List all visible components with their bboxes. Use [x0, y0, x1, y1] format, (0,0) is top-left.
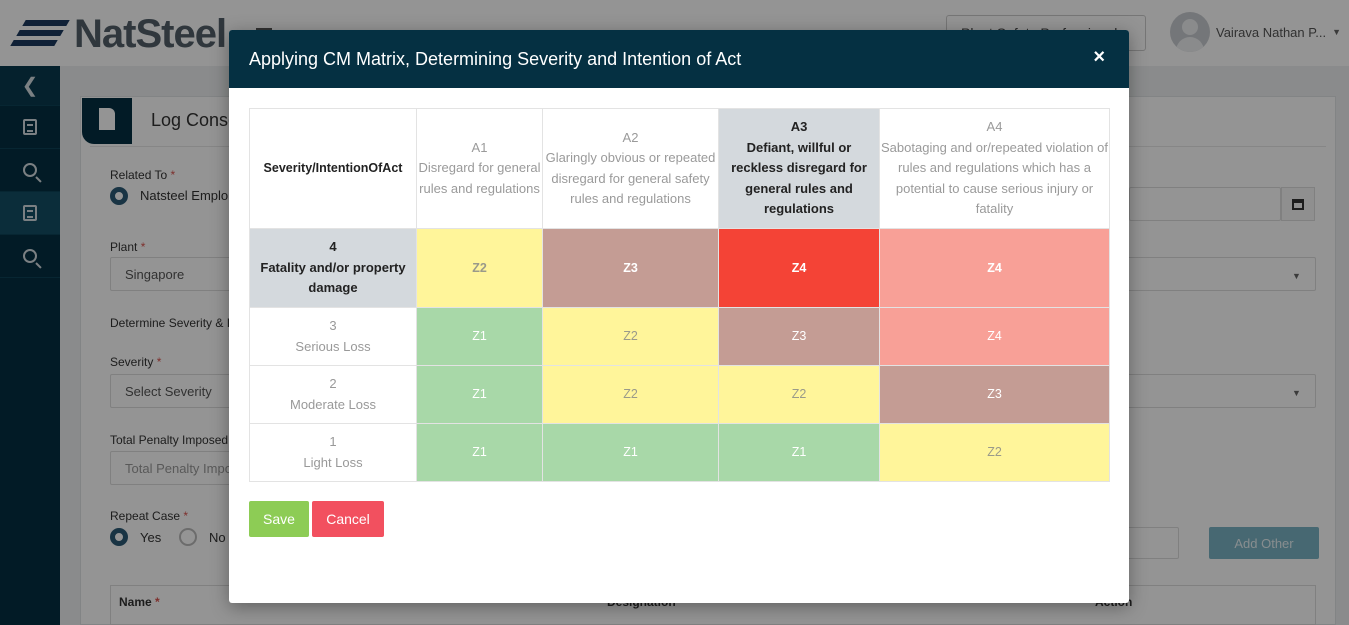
- matrix-cell[interactable]: Z2: [542, 307, 719, 366]
- matrix-cell-selected[interactable]: Z4: [718, 228, 880, 308]
- date-field[interactable]: [1129, 187, 1281, 221]
- matrix-corner-label: Severity/IntentionOfAct: [249, 108, 417, 229]
- user-name: Vairava Nathan P...: [1216, 24, 1327, 40]
- matrix-cell[interactable]: Z2: [718, 365, 880, 424]
- calendar-button[interactable]: [1281, 187, 1315, 221]
- severity-header-4[interactable]: 4 Fatality and/or property damage: [249, 228, 417, 308]
- matrix-cell[interactable]: Z1: [416, 365, 543, 424]
- related-to-value: Natsteel Emplo: [140, 188, 229, 203]
- severity-row-2: 2 Moderate Loss Z1 Z2 Z2 Z3: [249, 365, 1110, 424]
- chevron-left-icon: ❮: [21, 75, 39, 97]
- matrix-cell[interactable]: Z2: [542, 365, 719, 424]
- cm-matrix-table: Severity/IntentionOfAct A1 Disregard for …: [249, 108, 1110, 482]
- intention-column-a2[interactable]: A2 Glaringly obvious or repeated disregar…: [542, 108, 719, 229]
- matrix-cell[interactable]: Z3: [879, 365, 1110, 424]
- cancel-button[interactable]: Cancel: [312, 501, 384, 537]
- add-other-button[interactable]: Add Other: [1209, 527, 1319, 559]
- dialog-header: Applying CM Matrix, Determining Severity…: [229, 30, 1129, 88]
- matrix-cell[interactable]: Z2: [879, 423, 1110, 482]
- natsteel-logo: NatSteel: [10, 11, 227, 56]
- severity-row-1: 1 Light Loss Z1 Z1 Z1 Z2: [249, 423, 1110, 482]
- repeat-yes-radio[interactable]: [110, 528, 128, 546]
- search-icon: [23, 163, 37, 177]
- save-button[interactable]: Save: [249, 501, 309, 537]
- document-icon: [23, 119, 37, 135]
- matrix-cell[interactable]: Z1: [718, 423, 880, 482]
- dialog-title: Applying CM Matrix, Determining Severity…: [249, 49, 742, 69]
- dialog-footer: Save Cancel: [249, 501, 384, 537]
- brand-name: NatSteel: [74, 11, 227, 56]
- related-to-radio[interactable]: [110, 187, 128, 205]
- repeat-no-radio[interactable]: [179, 528, 197, 546]
- sidebar-item-search-2[interactable]: [0, 235, 60, 278]
- search-icon: [23, 249, 37, 263]
- matrix-header-row: Severity/IntentionOfAct A1 Disregard for …: [249, 108, 1110, 229]
- matrix-cell[interactable]: Z4: [879, 307, 1110, 366]
- matrix-cell[interactable]: Z1: [542, 423, 719, 482]
- chevron-down-icon: ▼: [1292, 271, 1301, 281]
- related-to-label: Related To *: [110, 168, 176, 182]
- penalty-label: Total Penalty Imposed: [110, 433, 229, 447]
- avatar: [1170, 12, 1210, 52]
- user-menu[interactable]: Vairava Nathan P... ▼: [1170, 12, 1341, 52]
- severity-header-2[interactable]: 2 Moderate Loss: [249, 365, 417, 424]
- matrix-cell[interactable]: Z4: [879, 228, 1110, 308]
- close-icon[interactable]: ×: [1093, 46, 1105, 68]
- cm-matrix-dialog: Applying CM Matrix, Determining Severity…: [229, 30, 1129, 603]
- document-icon: [82, 98, 132, 144]
- severity-row-4: 4 Fatality and/or property damage Z2 Z3 Z…: [249, 228, 1110, 308]
- sidebar-item-search[interactable]: [0, 149, 60, 192]
- repeat-case-label: Repeat Case *: [110, 509, 189, 523]
- calendar-icon: [1292, 198, 1304, 210]
- chevron-down-icon: ▼: [1332, 27, 1342, 37]
- chevron-down-icon: ▼: [1292, 388, 1301, 398]
- sidebar: ❮: [0, 66, 60, 625]
- column-header-name: Name *: [119, 595, 160, 609]
- matrix-cell[interactable]: Z3: [542, 228, 719, 308]
- plant-label: Plant *: [110, 240, 146, 254]
- severity-row-3: 3 Serious Loss Z1 Z2 Z3 Z4: [249, 307, 1110, 366]
- severity-header-3[interactable]: 3 Serious Loss: [249, 307, 417, 366]
- document-icon: [23, 205, 37, 221]
- intention-column-a3[interactable]: A3 Defiant, willful or reckless disregard…: [718, 108, 880, 229]
- matrix-cell[interactable]: Z1: [416, 423, 543, 482]
- matrix-cell[interactable]: Z3: [718, 307, 880, 366]
- severity-header-1[interactable]: 1 Light Loss: [249, 423, 417, 482]
- repeat-no-label: No: [209, 530, 226, 545]
- sidebar-item-log[interactable]: [0, 106, 60, 149]
- sidebar-collapse-button[interactable]: ❮: [0, 66, 60, 106]
- page-title: Log Conse: [151, 110, 239, 130]
- sidebar-item-log-active[interactable]: [0, 192, 60, 235]
- intention-column-a4[interactable]: A4 Sabotaging and or/repeated violation o…: [879, 108, 1110, 229]
- matrix-cell[interactable]: Z2: [416, 228, 543, 308]
- severity-label: Severity *: [110, 355, 162, 369]
- matrix-cell[interactable]: Z1: [416, 307, 543, 366]
- repeat-yes-label: Yes: [140, 530, 162, 545]
- determine-label: Determine Severity & I: [110, 316, 231, 330]
- intention-column-a1[interactable]: A1 Disregard for general rules and regula…: [416, 108, 543, 229]
